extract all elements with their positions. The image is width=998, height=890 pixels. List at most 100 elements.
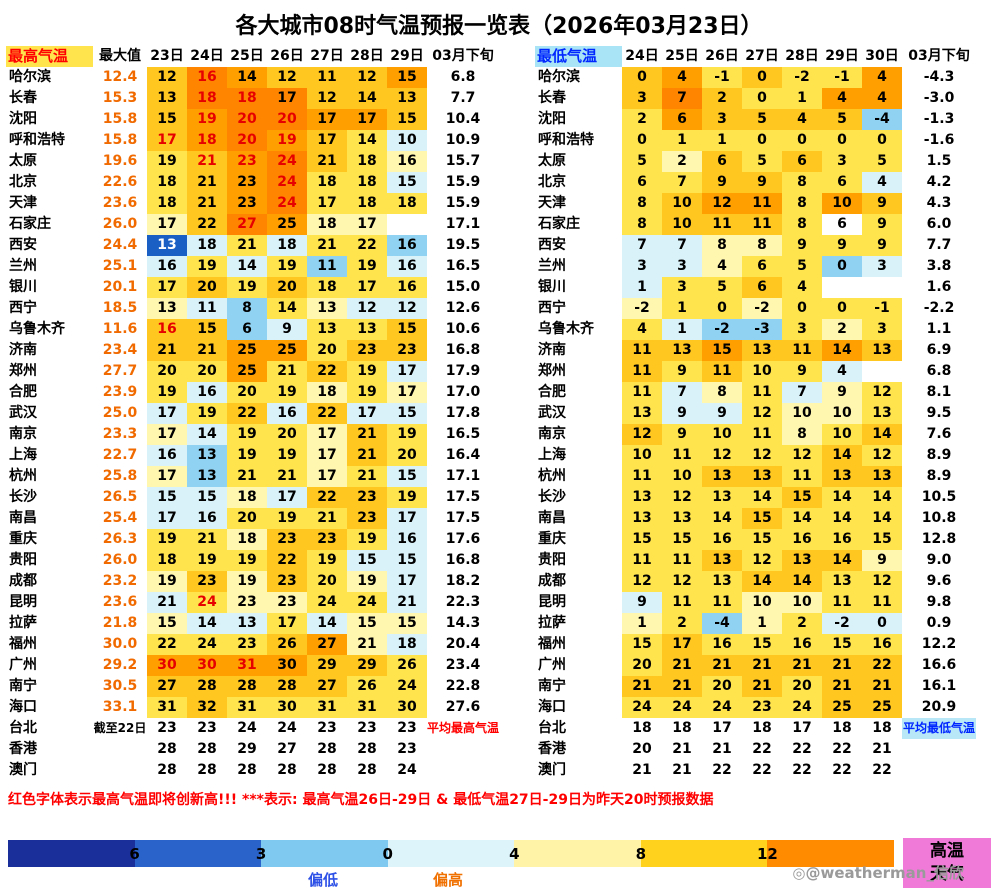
temp-cell: 8 — [227, 298, 267, 319]
temp-cell: 15 — [622, 529, 663, 550]
temp-cell: 15 — [147, 487, 187, 508]
temp-cell: 9 — [862, 550, 903, 571]
temp-cell: 22 — [862, 760, 903, 781]
temp-cell: 21 — [307, 508, 347, 529]
temp-cell: 14 — [822, 340, 863, 361]
temp-cell: 17 — [267, 613, 307, 634]
temp-cell: 19 — [187, 403, 227, 424]
temp-cell: 1 — [662, 319, 703, 340]
table-row: 广州 29.2 30 30 31 30 29 29 26 23.4 — [6, 655, 499, 676]
temp-cell: 13 — [307, 298, 347, 319]
city-name: 银川 — [538, 279, 567, 295]
table-row: 杭州 25.8 17 13 21 21 17 21 15 17.1 — [6, 466, 499, 487]
temp-cell: 16 — [147, 256, 187, 277]
temp-cell: 17 — [307, 109, 347, 130]
temp-cell: 17 — [347, 403, 387, 424]
temp-cell: 16 — [387, 235, 427, 256]
temp-cell: 23 — [387, 739, 427, 760]
temp-cell: 23 — [227, 193, 267, 214]
temp-cell: 11 — [702, 592, 743, 613]
period-avg: 12.8 — [921, 531, 957, 547]
city-name: 兰州 — [9, 258, 37, 274]
temp-cell: 13 — [187, 445, 227, 466]
table-row: 福州 30.0 22 24 23 26 27 21 18 20.4 — [6, 634, 499, 655]
temp-cell: 22 — [822, 760, 863, 781]
temp-cell: 20 — [267, 277, 307, 298]
temp-cell: 0 — [702, 298, 743, 319]
period-avg: 9.5 — [926, 405, 952, 421]
max-value: 30.0 — [102, 636, 138, 652]
temp-cell: 11 — [782, 340, 823, 361]
hot-badge-line: 天气 — [930, 864, 964, 884]
temp-cell: 5 — [702, 277, 743, 298]
city-name: 长沙 — [9, 489, 37, 505]
temp-cell: 18 — [187, 88, 227, 109]
temp-cell: 31 — [307, 697, 347, 718]
temp-cell: 14 — [822, 550, 863, 571]
temp-cell: 14 — [187, 613, 227, 634]
temp-cell: 23 — [187, 571, 227, 592]
table-row: 南昌 25.4 17 16 20 19 21 23 17 17.5 — [6, 508, 499, 529]
temp-cell: 16 — [187, 508, 227, 529]
temp-cell: -2 — [742, 298, 783, 319]
tables-container: 最高气温 最大值 23日 24日 25日 26日 27日 28日 29日 03月下旬 哈尔滨 12.4… — [0, 40, 998, 781]
city-name: 上海 — [538, 447, 567, 463]
temp-cell: 22 — [347, 235, 387, 256]
table-row: 石家庄 8 10 11 11 8 6 9 6.0 — [535, 214, 976, 235]
temp-cell: 9 — [702, 403, 743, 424]
temp-cell: 3 — [702, 109, 743, 130]
temp-cell: 19 — [187, 256, 227, 277]
temp-cell: 18 — [307, 214, 347, 235]
day-header: 24日 — [190, 48, 224, 64]
legend-segment — [134, 840, 262, 867]
temp-cell: 15 — [187, 487, 227, 508]
temp-cell: 9 — [822, 382, 863, 403]
temp-cell: 15 — [387, 550, 427, 571]
city-name: 西安 — [538, 237, 567, 253]
temp-cell: 4 — [862, 88, 903, 109]
table-row: 银川 1 3 5 6 4 1.6 — [535, 277, 976, 298]
city-name: 长春 — [9, 90, 37, 106]
temp-cell: 21 — [822, 655, 863, 676]
temp-cell: 27 — [307, 634, 347, 655]
temp-cell: 21 — [742, 655, 783, 676]
temp-cell: -1 — [702, 67, 743, 88]
period-avg: 17.5 — [445, 489, 481, 505]
temp-cell: 5 — [742, 109, 783, 130]
table-row: 南京 12 9 10 11 8 10 14 7.6 — [535, 424, 976, 445]
temp-cell: 23 — [227, 592, 267, 613]
temp-cell: 14 — [347, 130, 387, 151]
period-avg: 22.3 — [445, 594, 481, 610]
day-header: 26日 — [270, 48, 304, 64]
temp-cell: 21 — [782, 655, 823, 676]
table-label: 最低气温 — [535, 46, 623, 67]
temp-cell: 9 — [782, 361, 823, 382]
table-row: 武汉 13 9 9 12 10 10 13 9.5 — [535, 403, 976, 424]
city-name: 西宁 — [9, 300, 37, 316]
temp-cell: 20 — [227, 382, 267, 403]
max-col-header: 最大值 — [99, 48, 141, 64]
temp-cell: 1 — [742, 613, 783, 634]
temp-cell: 0 — [742, 130, 783, 151]
temp-cell: 24 — [267, 172, 307, 193]
temp-cell: 28 — [187, 739, 227, 760]
temp-cell: 20 — [782, 676, 823, 697]
temp-cell: 17 — [147, 466, 187, 487]
temp-cell: 19 — [347, 529, 387, 550]
period-avg: 16.8 — [445, 552, 481, 568]
temp-cell: 23 — [347, 718, 387, 739]
table-row: 天津 8 10 12 11 8 10 9 4.3 — [535, 193, 976, 214]
temp-cell: 11 — [622, 550, 663, 571]
city-name: 香港 — [538, 741, 567, 757]
temp-cell: 14 — [862, 487, 903, 508]
temp-cell: 9 — [662, 403, 703, 424]
temp-cell: 11 — [307, 256, 347, 277]
temp-cell: 9 — [662, 361, 703, 382]
temp-cell: 22 — [782, 760, 823, 781]
city-name: 乌鲁木齐 — [538, 321, 595, 337]
temp-cell: 22 — [307, 403, 347, 424]
temp-cell: 23 — [347, 487, 387, 508]
temp-cell: 20 — [622, 739, 663, 760]
temp-cell: 22 — [147, 634, 187, 655]
temp-cell: 22 — [782, 739, 823, 760]
